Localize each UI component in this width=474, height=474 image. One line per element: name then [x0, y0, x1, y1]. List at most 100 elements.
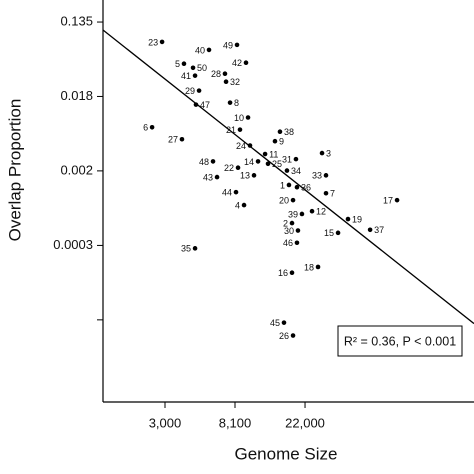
point — [323, 173, 329, 178]
point — [243, 60, 249, 66]
point — [281, 320, 287, 325]
point — [295, 228, 301, 233]
y-tick-label: 0.135 — [60, 13, 93, 28]
point — [289, 270, 295, 276]
point — [237, 127, 243, 132]
point — [251, 173, 257, 178]
point — [299, 211, 305, 217]
point-label: 18 — [304, 262, 314, 272]
point-label: 42 — [232, 58, 242, 68]
point-label: 33 — [312, 171, 322, 181]
point — [206, 47, 212, 53]
point-label: 16 — [278, 268, 288, 278]
point — [290, 197, 296, 203]
point — [192, 73, 198, 78]
point — [293, 156, 299, 162]
annotation: R² = 0.36, P < 0.001 — [344, 334, 456, 348]
point — [265, 161, 271, 167]
point-label: 46 — [283, 238, 293, 248]
point — [179, 136, 185, 142]
point — [309, 208, 315, 214]
point-label: 30 — [284, 226, 294, 236]
point-label: 7 — [330, 189, 335, 199]
point-label: 21 — [226, 125, 236, 135]
y-tick-label: 0.018 — [60, 88, 93, 103]
point-label: 31 — [282, 155, 292, 165]
point — [315, 264, 321, 270]
point — [394, 197, 400, 203]
point — [210, 159, 216, 164]
point-label: 43 — [203, 172, 213, 182]
annotation-box — [337, 325, 463, 357]
point-label: 4 — [235, 200, 240, 210]
point-label: 39 — [288, 209, 298, 219]
point — [284, 168, 290, 173]
point-label: 44 — [222, 188, 232, 198]
point — [149, 124, 155, 130]
point — [214, 174, 220, 180]
point-label: 25 — [272, 159, 282, 169]
point — [335, 230, 341, 236]
point — [193, 102, 199, 107]
y-tick-label: 0.002 — [60, 162, 93, 177]
x-axis-title: Genome Size — [235, 444, 338, 463]
point-label: 34 — [291, 166, 301, 176]
point-label: 13 — [240, 171, 250, 181]
point — [190, 65, 196, 71]
point-label: 5 — [175, 59, 180, 69]
point — [286, 182, 292, 188]
point — [319, 150, 325, 156]
point-label: 2 — [283, 218, 288, 228]
point — [235, 165, 241, 171]
point-label: 26 — [279, 331, 289, 341]
point — [277, 129, 283, 135]
point — [323, 190, 329, 196]
point-label: 8 — [234, 98, 239, 108]
point-label: 49 — [223, 40, 233, 50]
point — [234, 42, 240, 48]
point-label: 29 — [185, 86, 195, 96]
point — [262, 151, 268, 157]
point-label: 40 — [195, 45, 205, 55]
point-label: 14 — [244, 157, 254, 167]
point — [159, 39, 165, 45]
point — [192, 246, 198, 251]
point-label: 15 — [324, 228, 334, 238]
fit-line — [102, 29, 474, 325]
x-tick-label: 3,000 — [149, 415, 182, 430]
point — [233, 189, 239, 195]
point-label: 6 — [143, 123, 148, 133]
point — [196, 88, 202, 93]
point — [294, 184, 300, 190]
point-label: 41 — [181, 71, 191, 81]
point — [241, 202, 247, 208]
point — [294, 240, 300, 246]
point-label: 45 — [270, 318, 280, 328]
point-label: 38 — [284, 127, 294, 137]
point-label: 36 — [301, 183, 311, 193]
point-label: 32 — [230, 77, 240, 87]
point — [272, 138, 278, 144]
point — [290, 333, 296, 338]
point-label: 50 — [197, 63, 207, 73]
point-label: 19 — [352, 214, 362, 224]
point-label: 1 — [280, 180, 285, 190]
x-tick-label: 8,100 — [219, 415, 252, 430]
point — [247, 143, 253, 148]
point-label: 22 — [224, 163, 234, 173]
point-label: 10 — [234, 113, 244, 123]
point-label: 23 — [148, 37, 158, 47]
point-label: 17 — [383, 196, 393, 206]
point-label: 24 — [236, 141, 246, 151]
point-label: 12 — [316, 207, 326, 217]
point — [367, 227, 373, 233]
point-label: 37 — [374, 225, 384, 235]
y-axis-title: Overlap Proportion — [5, 99, 24, 242]
point — [345, 216, 351, 222]
point-label: 11 — [269, 149, 278, 159]
point-label: 35 — [181, 244, 191, 254]
point-label: 28 — [211, 69, 221, 79]
point-label: 20 — [279, 196, 289, 206]
point-label: 9 — [279, 137, 284, 147]
